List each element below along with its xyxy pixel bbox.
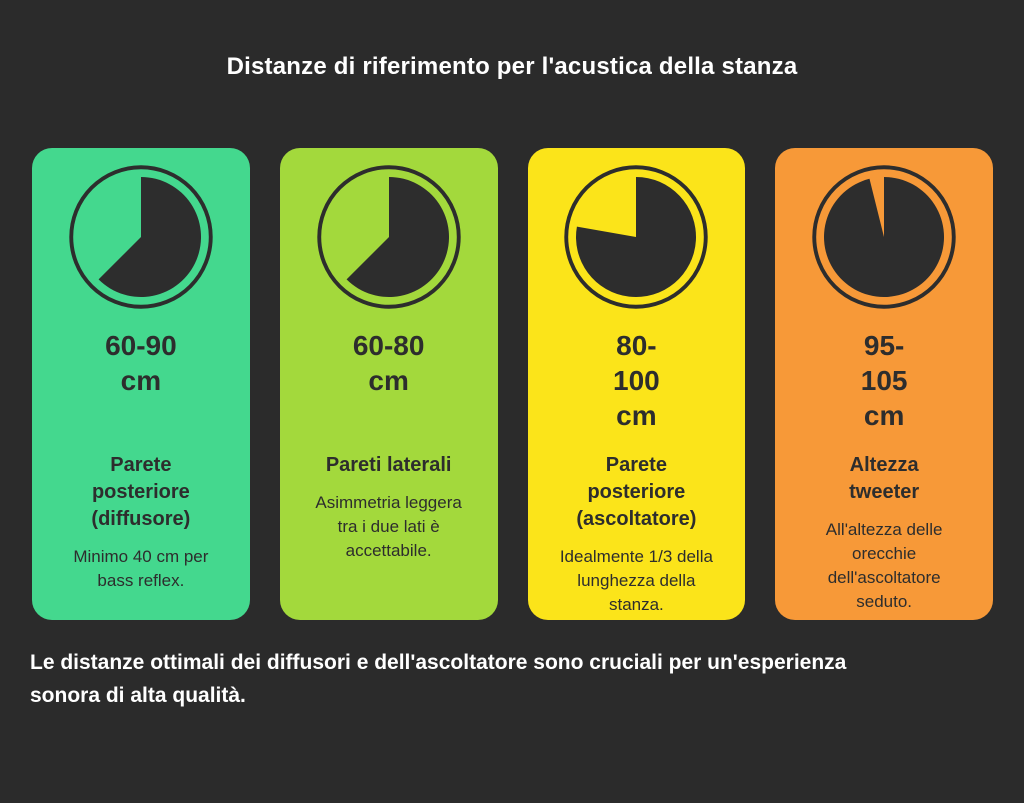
clock-pie xyxy=(346,177,449,297)
clock-ring xyxy=(316,165,461,309)
page-title: Distanze di riferimento per l'acustica d… xyxy=(226,53,798,80)
clock-icon xyxy=(69,165,213,309)
card-description: Asimmetria leggera tra i due lati è acce… xyxy=(315,493,462,560)
clock-icon xyxy=(564,165,709,309)
card-title: Altezza tweeter xyxy=(849,454,920,503)
card-title: Parete posteriore (ascoltatore) xyxy=(576,454,697,530)
distance-range: 80- 100 cm xyxy=(613,330,660,431)
card-parete-posteriore-diffusore: 60-90 cm Parete posteriore (diffusore) M… xyxy=(32,148,250,620)
distance-range: 60-90 cm xyxy=(105,330,177,396)
footer-note: Le distanze ottimali dei diffusori e del… xyxy=(30,651,847,707)
card-description: Idealmente 1/3 della lunghezza della sta… xyxy=(559,547,713,614)
clock-ring xyxy=(69,165,213,309)
clock-ring xyxy=(564,165,709,309)
card-title: Parete posteriore (diffusore) xyxy=(91,454,191,530)
card-altezza-tweeter: 95- 105 cm Altezza tweeter All'altezza d… xyxy=(775,148,993,620)
distance-range: 60-80 cm xyxy=(352,330,425,396)
clock-icon xyxy=(812,165,956,309)
clock-pie xyxy=(824,177,945,297)
card-pareti-laterali: 60-80 cm Pareti laterali Asimmetria legg… xyxy=(279,148,498,620)
clock-icon xyxy=(316,165,461,309)
card-description: All'altezza delle orecchie dell'ascoltat… xyxy=(825,520,943,611)
distance-range: 95- 105 cm xyxy=(860,330,908,431)
cards-row: 60-90 cm Parete posteriore (diffusore) M… xyxy=(32,148,993,620)
card-parete-posteriore-ascoltatore: 80- 100 cm Parete posteriore (ascoltator… xyxy=(527,148,746,620)
clock-pie xyxy=(98,177,201,297)
card-description: Minimo 40 cm per bass reflex. xyxy=(73,547,209,590)
clock-ring xyxy=(812,165,956,309)
card-title: Pareti laterali xyxy=(325,454,452,476)
clock-pie xyxy=(576,177,697,297)
